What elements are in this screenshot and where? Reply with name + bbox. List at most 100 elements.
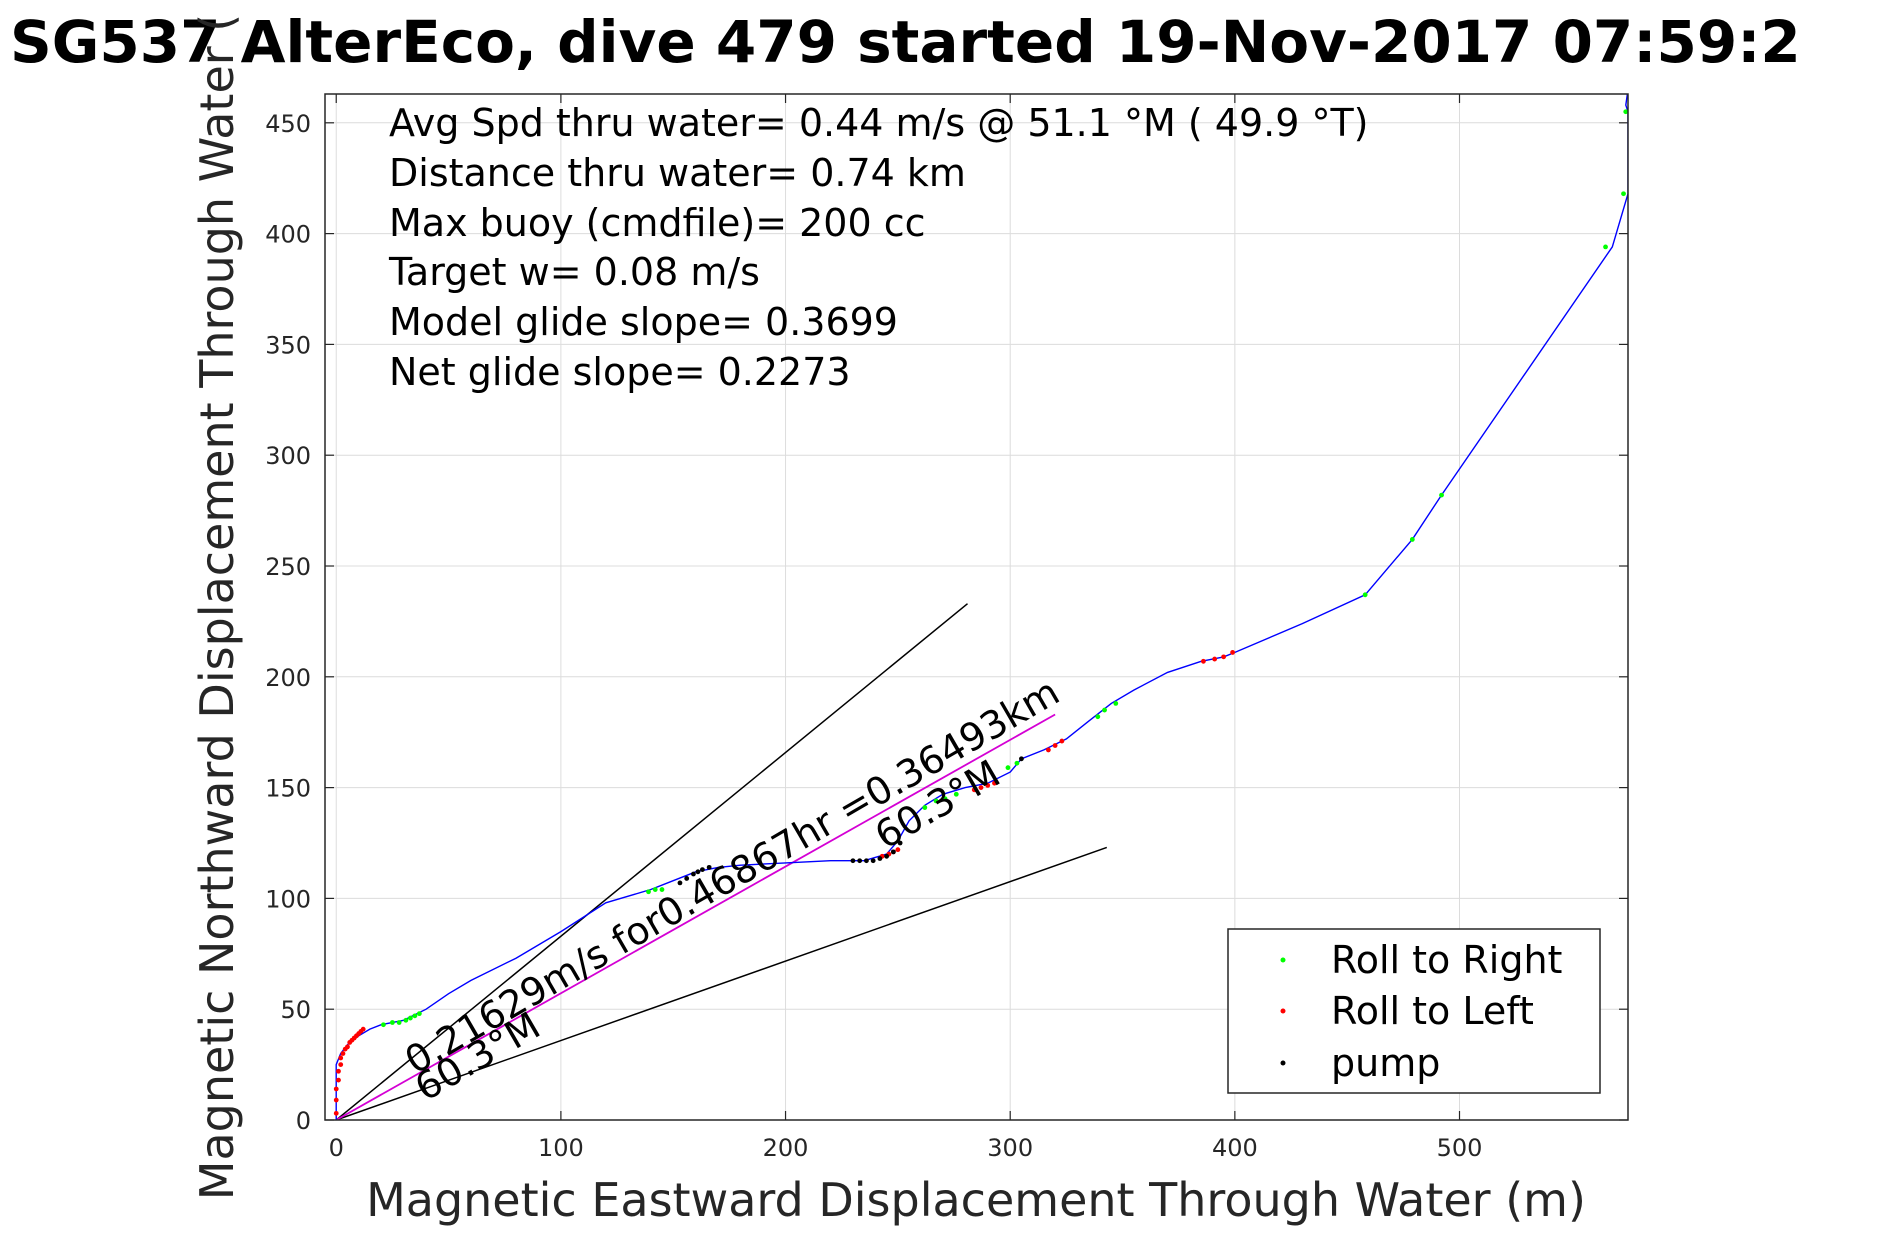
legend-marker-pump xyxy=(1280,1060,1286,1066)
data-point xyxy=(700,867,705,872)
heading-bracket-line xyxy=(335,603,968,1120)
x-tick-label: 400 xyxy=(1212,1134,1258,1162)
data-point xyxy=(684,876,690,881)
data-point xyxy=(336,1068,341,1074)
legend-label-pump: pump xyxy=(1331,1041,1440,1085)
data-point xyxy=(1230,650,1236,655)
data-point xyxy=(1623,109,1628,115)
y-axis-label: Magnetic Northward Displacement Through … xyxy=(190,14,244,1200)
legend-label-roll-left: Roll to Left xyxy=(1331,989,1534,1033)
plot-frame xyxy=(324,93,1629,1121)
info-line-avg-speed: Avg Spd thru water= 0.44 m/s @ 51.1 °M (… xyxy=(389,101,1369,145)
data-point xyxy=(1221,654,1227,660)
data-point xyxy=(646,889,651,895)
net-heading-line xyxy=(335,713,1056,1120)
info-line-distance: Distance thru water= 0.74 km xyxy=(389,151,966,195)
data-point xyxy=(1095,714,1101,720)
data-point xyxy=(1439,492,1444,498)
data-point xyxy=(1362,592,1368,598)
data-point xyxy=(652,887,658,892)
data-point xyxy=(1019,756,1024,762)
y-tick-label: 200 xyxy=(265,664,311,692)
data-point xyxy=(333,1110,339,1116)
data-point xyxy=(333,1097,339,1103)
x-tick-label: 0 xyxy=(329,1134,344,1162)
data-point xyxy=(1113,700,1119,706)
info-text-block: Avg Spd thru water= 0.44 m/s @ 51.1 °M (… xyxy=(388,101,1369,394)
data-point xyxy=(403,1017,409,1023)
data-point xyxy=(1052,743,1058,748)
data-point xyxy=(992,780,997,786)
data-point xyxy=(1045,747,1051,753)
data-point xyxy=(884,853,890,859)
data-point xyxy=(933,798,939,804)
data-point xyxy=(1059,738,1065,744)
legend: Roll to Right Roll to Left pump xyxy=(1227,928,1601,1094)
y-tick-label: 0 xyxy=(296,1107,311,1135)
data-point xyxy=(389,1020,395,1025)
data-point xyxy=(1212,656,1218,662)
data-point xyxy=(333,1086,339,1092)
y-tick-label: 450 xyxy=(265,110,311,138)
info-line-net-glide: Net glide slope= 0.2273 xyxy=(389,350,851,394)
data-point xyxy=(381,1022,386,1028)
data-point xyxy=(1409,537,1415,542)
legend-label-roll-right: Roll to Right xyxy=(1331,938,1562,982)
chart-title: SG537 AlterEco, dive 479 started 19-Nov-… xyxy=(10,8,1801,76)
data-point xyxy=(706,864,712,870)
heading-bracket-line xyxy=(335,846,1108,1120)
data-point xyxy=(336,1077,341,1083)
data-point xyxy=(407,1015,413,1021)
data-point xyxy=(338,1062,344,1068)
y-tick-label: 250 xyxy=(265,553,311,581)
x-tick-label: 100 xyxy=(538,1134,584,1162)
data-point xyxy=(345,1044,350,1050)
x-tick-label: 500 xyxy=(1437,1134,1483,1162)
data-point xyxy=(870,858,876,864)
data-point xyxy=(877,856,883,861)
data-point xyxy=(953,791,959,797)
data-point xyxy=(864,858,869,864)
data-point xyxy=(985,782,991,788)
y-tick-label: 150 xyxy=(265,775,311,803)
series-pump xyxy=(677,756,1024,886)
y-tick-label: 100 xyxy=(265,885,311,913)
data-point xyxy=(1621,191,1626,197)
data-point xyxy=(695,869,701,875)
data-point xyxy=(340,1051,346,1056)
data-point xyxy=(895,847,901,853)
legend-marker-roll-right xyxy=(1280,957,1286,963)
data-point xyxy=(1102,707,1107,713)
data-point xyxy=(890,849,896,855)
ticks: 0 100 200 300 400 500 0 50 100 150 200 250 300 350 400… xyxy=(265,94,1628,1162)
data-point xyxy=(416,1011,422,1017)
data-point xyxy=(677,880,683,886)
track-line xyxy=(335,94,1628,1120)
x-tick-label: 300 xyxy=(987,1134,1033,1162)
y-tick-label: 350 xyxy=(265,331,311,359)
info-line-max-buoy: Max buoy (cmdfile)= 200 cc xyxy=(389,201,926,245)
data-point xyxy=(857,858,863,864)
data-point xyxy=(1014,760,1020,766)
data-point xyxy=(338,1055,344,1061)
data-point xyxy=(1603,244,1608,250)
data-point xyxy=(412,1013,418,1019)
x-tick-label: 200 xyxy=(763,1134,809,1162)
data-point xyxy=(978,785,984,791)
data-point xyxy=(360,1026,366,1032)
series-roll-to-right xyxy=(381,109,1628,1028)
info-line-model-glide: Model glide slope= 0.3699 xyxy=(389,300,898,344)
info-line-target-w: Target w= 0.08 m/s xyxy=(388,250,760,294)
data-point xyxy=(659,887,665,892)
plot-content xyxy=(333,94,1628,1120)
legend-box xyxy=(1227,928,1601,1094)
y-tick-label: 50 xyxy=(280,996,311,1024)
data-point xyxy=(691,871,696,877)
x-axis-label: Magnetic Eastward Displacement Through W… xyxy=(366,1173,1586,1227)
data-point xyxy=(971,787,977,793)
data-point xyxy=(922,805,928,810)
y-tick-label: 400 xyxy=(265,221,311,249)
data-point xyxy=(396,1020,402,1025)
legend-marker-roll-left xyxy=(1280,1008,1286,1014)
